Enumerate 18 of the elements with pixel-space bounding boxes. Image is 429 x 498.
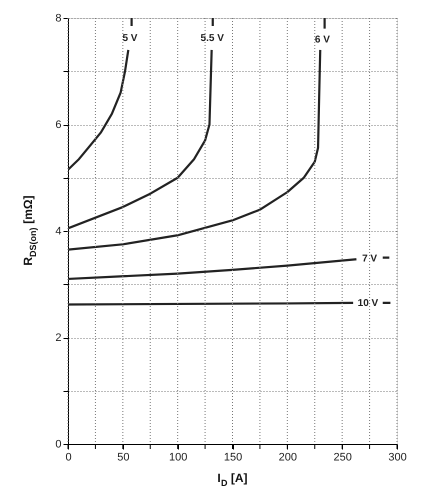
x-tick-label: 0 (65, 452, 72, 464)
x-tick-label: 200 (278, 452, 298, 464)
y-axis-title: RDS(on) [mΩ] (21, 196, 38, 266)
y-tick-label: 2 (55, 332, 62, 344)
y-tick-label: 4 (55, 226, 62, 238)
series-label: 5.5 V (200, 32, 224, 44)
series-label: 10 V (358, 298, 379, 309)
x-tick-label: 250 (333, 452, 352, 464)
y-tick-label: 8 (55, 12, 62, 24)
x-tick-label: 50 (117, 452, 130, 464)
y-tick-label: 6 (55, 119, 62, 131)
x-tick-label: 150 (224, 452, 242, 464)
x-tick-label: 100 (168, 452, 188, 464)
series-label: 5 V (122, 32, 138, 44)
series-label: 7 V (362, 253, 378, 264)
series-label: 6 V (314, 34, 330, 46)
y-tick-label: 0 (55, 438, 62, 450)
x-tick-label: 300 (388, 452, 407, 464)
